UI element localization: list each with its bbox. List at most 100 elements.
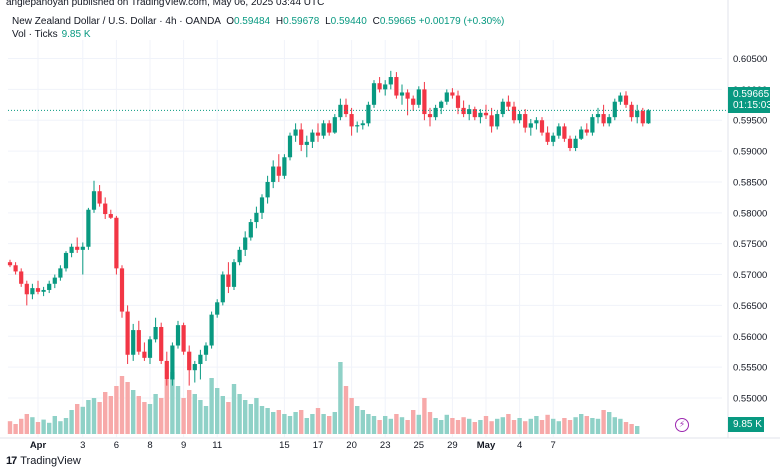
- volume-bar: [405, 420, 410, 434]
- open-value: 0.59484: [233, 16, 271, 27]
- candle: [433, 104, 438, 121]
- volume-bar: [164, 380, 169, 434]
- publish-note: angiepanoyan published on TradingView.co…: [6, 0, 325, 8]
- volume-bar: [80, 406, 85, 434]
- candle: [248, 218, 253, 241]
- volume-bar: [170, 372, 175, 434]
- volume-bar: [601, 410, 606, 434]
- candle: [271, 160, 276, 189]
- tradingview-logo: 17 TradingView: [6, 455, 81, 467]
- volume-bar: [433, 418, 438, 434]
- candle: [159, 322, 164, 365]
- candle: [416, 86, 421, 108]
- volume-bar: [343, 386, 349, 434]
- candle: [203, 342, 209, 361]
- volume-bar: [108, 396, 113, 434]
- low-label: L: [325, 16, 331, 27]
- x-tick-label: 3: [80, 440, 85, 451]
- volume-bar: [573, 417, 578, 434]
- volume-label: Vol · Ticks: [12, 29, 58, 40]
- volume-bar: [478, 420, 483, 434]
- x-tick-label: 6: [114, 440, 119, 451]
- volume-bar: [360, 410, 365, 434]
- candle: [539, 117, 545, 136]
- candle: [478, 109, 483, 124]
- volume-bar: [304, 418, 309, 434]
- volume-bar: [489, 421, 494, 434]
- volume-value: 9.85 K: [61, 29, 91, 40]
- candle: [164, 351, 169, 386]
- candle: [573, 135, 578, 152]
- candle: [327, 120, 332, 136]
- volume-bar: [517, 418, 522, 434]
- candle: [103, 197, 108, 219]
- y-tick-label: 0.58500: [733, 177, 767, 188]
- candle: [545, 126, 550, 145]
- volume-bar: [41, 419, 46, 434]
- volume-bar: [495, 418, 500, 434]
- volume-bar: [35, 422, 41, 434]
- volume-bar: [310, 414, 315, 434]
- candle: [7, 259, 13, 268]
- volume-bar: [506, 414, 511, 434]
- x-tick-label: 8: [147, 440, 152, 451]
- candle: [265, 175, 270, 204]
- volume-bar: [293, 412, 298, 434]
- candle: [114, 215, 119, 275]
- candle: [315, 123, 321, 142]
- volume-bar: [629, 424, 634, 434]
- x-tick-label: 17: [313, 440, 324, 451]
- volume-bar: [47, 422, 52, 434]
- volume-bar: [97, 402, 102, 434]
- candle: [629, 101, 634, 122]
- candle: [472, 106, 477, 121]
- volume-bar: [114, 386, 119, 434]
- candle: [80, 242, 85, 275]
- volume-bar: [159, 398, 164, 434]
- volume-bar: [623, 422, 629, 434]
- volume-bar: [539, 420, 545, 434]
- volume-bar: [265, 408, 270, 434]
- candle: [282, 154, 287, 179]
- candle: [394, 72, 399, 99]
- candle: [343, 98, 349, 118]
- y-tick-label: 0.55500: [733, 363, 767, 374]
- volume-bar: [584, 416, 589, 434]
- brand-name: TradingView: [20, 455, 81, 467]
- y-tick-label: 0.56500: [733, 301, 767, 312]
- x-tick-label: 20: [346, 440, 357, 451]
- candle: [304, 135, 309, 158]
- candle: [579, 126, 584, 140]
- lightning-icon[interactable]: ⚡: [675, 418, 689, 432]
- symbol-legend: New Zealand Dollar / U.S. Dollar · 4h · …: [12, 16, 504, 27]
- candle: [495, 110, 500, 130]
- y-tick-label: 0.56000: [733, 332, 767, 343]
- volume-bar: [355, 406, 360, 434]
- y-tick-label: 0.55000: [733, 393, 767, 404]
- candle: [86, 207, 91, 250]
- candle: [215, 299, 220, 318]
- x-tick-label: 7: [551, 440, 556, 451]
- candle: [91, 180, 97, 213]
- volume-bar: [58, 421, 63, 434]
- volume-bar: [125, 382, 130, 434]
- candle: [450, 88, 455, 99]
- volume-bar: [562, 418, 567, 434]
- candle: [483, 104, 489, 119]
- candle: [52, 274, 57, 289]
- candle: [136, 320, 141, 355]
- volume-bar: [377, 420, 382, 434]
- volume-bar: [321, 414, 326, 434]
- candle: [338, 98, 343, 121]
- candle: [19, 268, 24, 287]
- candle: [220, 271, 225, 306]
- candle: [181, 322, 186, 355]
- candle: [439, 100, 444, 115]
- volume-bar: [63, 418, 69, 434]
- candle: [371, 80, 377, 108]
- volume-bar: [612, 417, 617, 434]
- candle: [612, 98, 617, 121]
- volume-bar: [579, 414, 584, 434]
- symbol-title: New Zealand Dollar / U.S. Dollar · 4h · …: [12, 16, 221, 27]
